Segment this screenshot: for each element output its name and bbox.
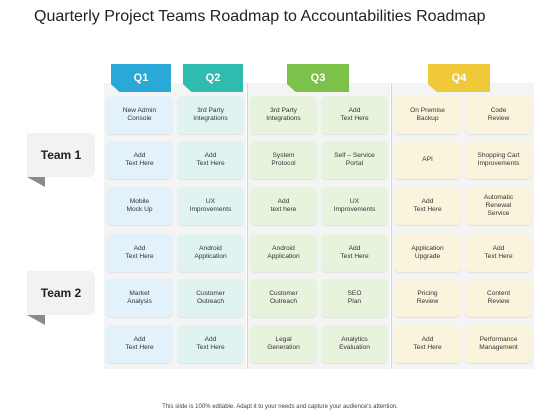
roadmap-card: Code Review: [465, 96, 532, 134]
column-divider: [391, 83, 392, 369]
column-divider: [247, 83, 248, 369]
roadmap-card: Performance Management: [465, 325, 532, 363]
roadmap-card: Add Text Here: [394, 187, 461, 225]
roadmap-card: API: [394, 141, 461, 179]
roadmap-card: Add Text Here: [106, 141, 173, 179]
quarter-tab-q4: Q4: [428, 64, 490, 92]
roadmap-card: 3rd Party Integrations: [250, 96, 317, 134]
roadmap-card: Analytics Evaluation: [321, 325, 388, 363]
roadmap-card: Android Application: [177, 234, 244, 272]
roadmap-card: Add Text Here: [177, 325, 244, 363]
team-label-2: Team 2: [27, 271, 95, 315]
roadmap-card: Add text here: [250, 187, 317, 225]
roadmap-card: UX Improvements: [177, 187, 244, 225]
team-label-fold: [27, 177, 45, 187]
quarter-tab-q2: Q2: [183, 64, 243, 92]
roadmap-card: Add Text Here: [321, 96, 388, 134]
roadmap-card: Automatic Renewal Service: [465, 187, 532, 225]
roadmap-card: Add Text Here: [394, 325, 461, 363]
roadmap-card: SEO Plan: [321, 279, 388, 317]
roadmap-card: Android Application: [250, 234, 317, 272]
roadmap-card: New Admin Console: [106, 96, 173, 134]
roadmap-card: Pricing Review: [394, 279, 461, 317]
roadmap-card: UX Improvements: [321, 187, 388, 225]
roadmap-card: 3rd Party Integrations: [177, 96, 244, 134]
roadmap-card: Application Upgrade: [394, 234, 461, 272]
roadmap-card: Self – Service Portal: [321, 141, 388, 179]
team-label-fold: [27, 315, 45, 325]
roadmap-card: Add Text Here: [321, 234, 388, 272]
roadmap-card: Shopping Cart Improvements: [465, 141, 532, 179]
roadmap-card: Add Text Here: [465, 234, 532, 272]
quarter-tab-q3: Q3: [287, 64, 349, 92]
roadmap-card: System Protocol: [250, 141, 317, 179]
roadmap-card: On Premise Backup: [394, 96, 461, 134]
roadmap-card: Customer Outreach: [250, 279, 317, 317]
roadmap-card: Mobile Mock Up: [106, 187, 173, 225]
roadmap-card: Content Review: [465, 279, 532, 317]
roadmap-card: Customer Outreach: [177, 279, 244, 317]
roadmap-card: Add Text Here: [106, 325, 173, 363]
roadmap-card: Market Analysis: [106, 279, 173, 317]
quarter-tab-q1: Q1: [111, 64, 171, 92]
roadmap-card: Add Text Here: [106, 234, 173, 272]
footer-note: This slide is 100% editable. Adapt it to…: [162, 404, 398, 410]
roadmap-card: Add Text Here: [177, 141, 244, 179]
team-label-1: Team 1: [27, 133, 95, 177]
page-title: Quarterly Project Teams Roadmap to Accou…: [34, 8, 486, 25]
roadmap-card: Legal Generation: [250, 325, 317, 363]
